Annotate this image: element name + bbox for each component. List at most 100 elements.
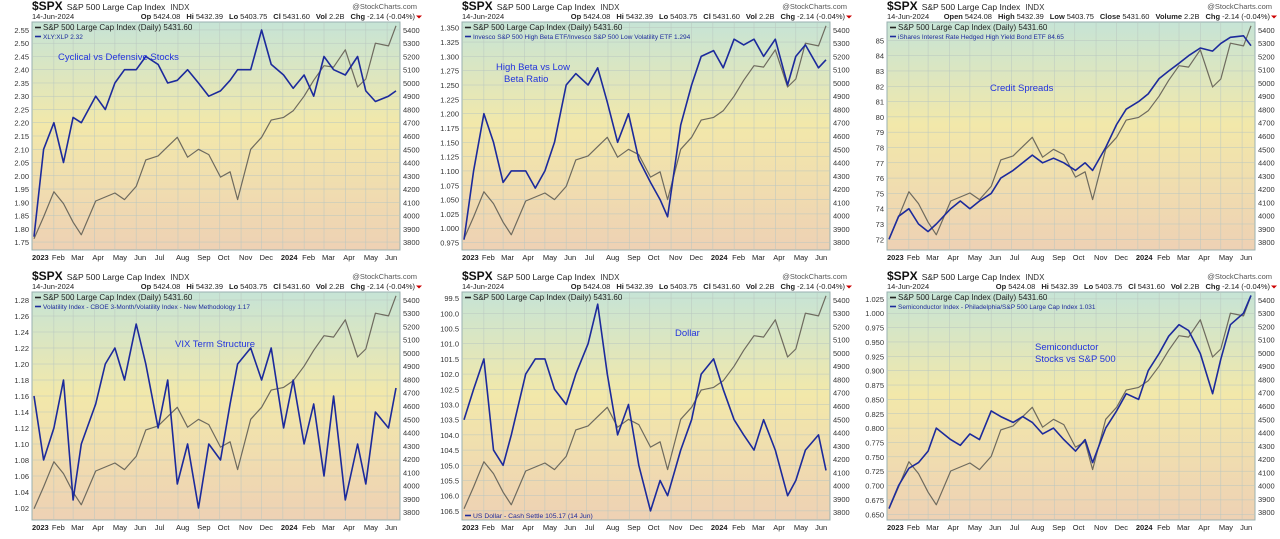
x-tick-label: Apr: [522, 253, 534, 262]
ratio-line: [463, 38, 827, 240]
quote-value: 5432.39: [626, 12, 653, 21]
quote-chg: Chg -2.14 (-0.04%): [1206, 282, 1271, 291]
quote-chg: Chg -2.14 (-0.04%): [1206, 12, 1271, 21]
x-tick-label: Sep: [1052, 253, 1065, 262]
y-right-tick-label: 5000: [833, 349, 850, 358]
y-right-tick-label: 4000: [833, 212, 850, 221]
y-right-tick-label: 4800: [833, 105, 850, 114]
y-right-tick-label: 4700: [833, 119, 850, 128]
x-tick-label: Mar: [926, 253, 939, 262]
quote-value: 2.2B: [759, 12, 774, 21]
x-tick-label: Dec: [1115, 523, 1129, 532]
quote-label: Hi: [616, 12, 624, 21]
y-left-tick-label: 2.55: [14, 26, 29, 35]
x-tick-label: Feb: [482, 253, 495, 262]
y-right-tick-label: 4500: [1258, 145, 1275, 154]
y-left-tick-label: 1.100: [440, 167, 459, 176]
quote-value: 5403.75: [670, 12, 697, 21]
y-left-tick-label: 0.750: [865, 453, 884, 462]
y-left-tick-label: 1.275: [440, 67, 459, 76]
y-right-tick-label: 4000: [1258, 482, 1275, 491]
x-tick-label: 2023: [462, 253, 479, 262]
quote-date: 14-Jun-2024: [462, 282, 504, 291]
quote-label: Chg: [1206, 282, 1221, 291]
x-tick-label: Aug: [606, 253, 619, 262]
quote-vol: Vol 2.2B: [1171, 282, 1200, 291]
security-name: S&P 500 Large Cap Index: [922, 272, 1021, 282]
x-tick-label: Sep: [197, 253, 210, 262]
down-arrow-icon: [846, 285, 852, 289]
chart-annotation: Cyclical vs Defensive Stocks: [58, 52, 179, 63]
quote-value: 5424.08: [1008, 282, 1035, 291]
y-right-tick-label: 5000: [1258, 349, 1275, 358]
quote-value: 5432.39: [1017, 12, 1044, 21]
symbol: $SPX: [887, 270, 918, 283]
x-tick-label: 2024: [711, 253, 729, 262]
ratio-line: [33, 323, 397, 509]
x-tick-label: Dec: [260, 253, 274, 262]
quote-vol: Vol 2.2B: [746, 282, 775, 291]
x-tick-label: Mar: [752, 523, 765, 532]
spx-line: [463, 25, 827, 239]
y-left-tick-label: 2.40: [14, 66, 29, 75]
quote-lo: Lo 5403.75: [659, 12, 697, 21]
y-left-tick-label: 82: [876, 82, 884, 91]
y-left-tick-label: 72: [876, 235, 884, 244]
quote-value: 2.2B: [759, 282, 774, 291]
y-left-tick-label: 1.80: [14, 225, 29, 234]
x-tick-label: May: [364, 523, 378, 532]
y-right-tick-label: 4500: [403, 415, 420, 424]
y-right-tick-label: 4900: [403, 362, 420, 371]
quote-label: Cl: [703, 12, 711, 21]
y-right-tick-label: 3800: [403, 238, 420, 247]
quote-label: Vol: [746, 282, 757, 291]
y-left-tick-label: 74: [876, 205, 884, 214]
x-tick-label: Mar: [501, 253, 514, 262]
y-left-tick-label: 83: [876, 67, 884, 76]
legend-entry: Invesco S&P 500 High Beta ETF/Invesco S&…: [473, 34, 691, 41]
y-left-tick-label: 1.325: [440, 38, 459, 47]
chart-annotation: Credit Spreads: [990, 83, 1054, 94]
y-right-tick-label: 5200: [403, 52, 420, 61]
y-right-tick-label: 4800: [403, 105, 420, 114]
y-right-tick-label: 5000: [403, 79, 420, 88]
x-tick-label: Aug: [606, 523, 619, 532]
y-right-tick-label: 4200: [833, 185, 850, 194]
y-right-tick-label: 4500: [833, 415, 850, 424]
watermark: @StockCharts.com: [352, 2, 417, 11]
quote-value: 2.2B: [329, 282, 344, 291]
y-left-tick-label: 1.225: [440, 95, 459, 104]
y-left-tick-label: 1.14: [14, 408, 29, 417]
spx-line: [33, 25, 397, 239]
x-tick-label: Apr: [522, 523, 534, 532]
y-right-tick-label: 4800: [833, 375, 850, 384]
x-tick-label: 2024: [281, 523, 299, 532]
quote-label: Vol: [316, 282, 327, 291]
x-tick-label: Mar: [1177, 523, 1190, 532]
y-left-tick-label: 0.800: [865, 424, 884, 433]
y-left-tick-label: 0.975: [865, 324, 884, 333]
x-tick-label: Feb: [732, 523, 745, 532]
y-left-tick-label: 77: [876, 159, 884, 168]
x-tick-label: Jun: [385, 523, 397, 532]
y-right-tick-label: 4500: [1258, 415, 1275, 424]
exchange: INDX: [170, 273, 190, 282]
chart-svg: $SPX S&P 500 Large Cap Index INDX @StockCha…: [14, 270, 422, 532]
y-right-tick-label: 3900: [1258, 495, 1275, 504]
y-left-tick-label: 0.875: [865, 381, 884, 390]
quote-label: Cl: [1128, 282, 1136, 291]
y-right-tick-label: 4700: [1258, 119, 1275, 128]
y-left-tick-label: 2.35: [14, 79, 29, 88]
quote-value: 5431.60: [713, 282, 740, 291]
quote-label: Vol: [746, 12, 757, 21]
exchange: INDX: [170, 3, 190, 12]
quote-cl: Cl 5431.60: [1128, 282, 1165, 291]
quote-value: 5424.08: [153, 282, 180, 291]
y-left-tick-label: 1.95: [14, 185, 29, 194]
y-right-tick-label: 4400: [833, 429, 850, 438]
y-right-tick-label: 3900: [403, 225, 420, 234]
y-right-tick-label: 3900: [833, 495, 850, 504]
y-right-tick-label: 4400: [403, 159, 420, 168]
y-right-tick-label: 3800: [833, 508, 850, 517]
quote-label: Hi: [616, 282, 624, 291]
